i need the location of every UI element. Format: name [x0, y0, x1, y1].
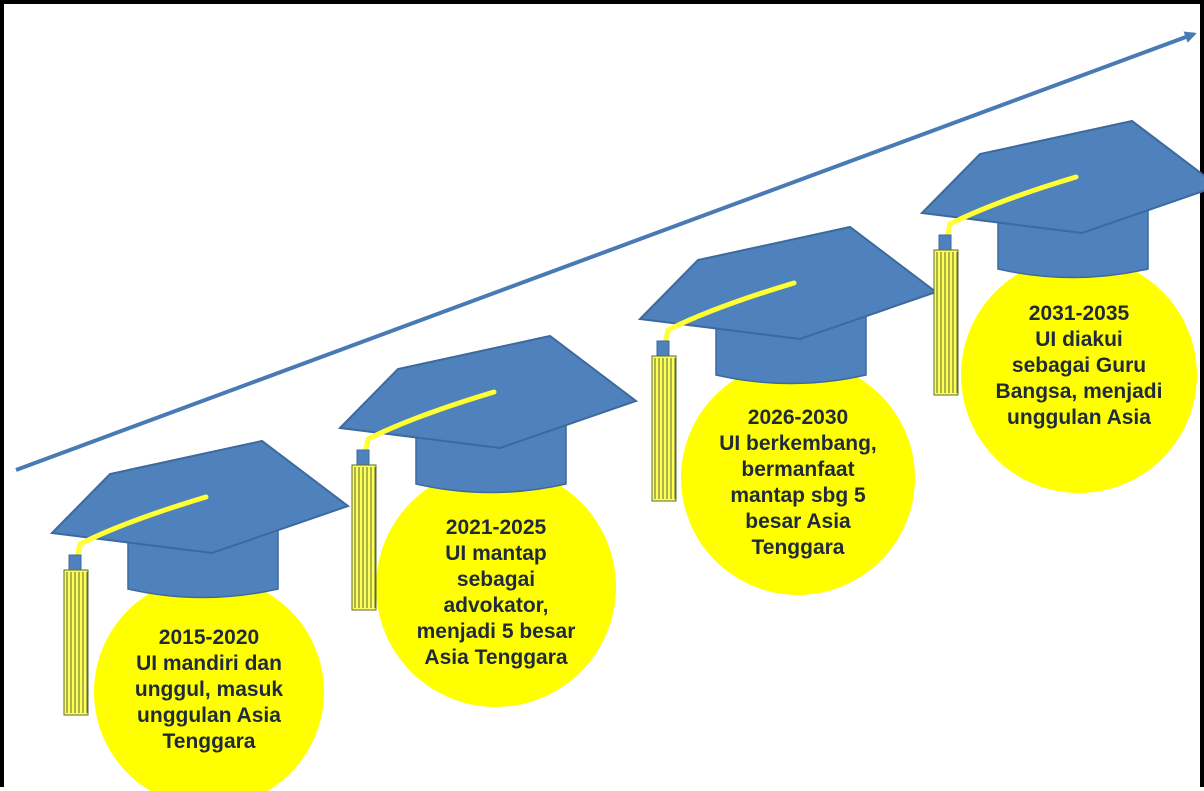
milestone-description-line: besar Asia: [745, 510, 851, 533]
milestone-description-line: UI berkembang,: [719, 432, 877, 455]
milestone-description-line: UI mandiri dan: [136, 652, 282, 675]
milestone-4: 2031-2035 UI diakui sebagai Guru Bangsa, me…: [919, 119, 1204, 493]
milestone-description-line: Tenggara: [163, 730, 256, 753]
milestone-2: 2021-2025 UI mantap sebagai advokator, menja…: [337, 334, 639, 707]
growth-arrow: [15, 31, 1197, 472]
tassel-icon: [933, 249, 959, 396]
milestone-description-line: Tenggara: [752, 536, 845, 559]
graduation-cap-icon: [337, 334, 639, 611]
milestone-period: 2015-2020: [159, 626, 259, 649]
graduation-cap-icon: [49, 439, 351, 716]
milestone-3: 2026-2030 UI berkembang, bermanfaat mantap …: [637, 225, 939, 595]
tassel-icon: [351, 464, 377, 611]
milestone-period: 2021-2025: [446, 516, 547, 539]
milestone-description-line: sebagai: [457, 568, 535, 591]
milestone-description-line: mantap sbg 5: [730, 484, 866, 507]
milestone-1: 2015-2020 UI mandiri dan unggul, masuk ungg…: [49, 439, 351, 791]
milestone-description-line: unggulan Asia: [137, 704, 281, 727]
milestone-circle: [961, 257, 1197, 493]
milestone-period: 2026-2030: [748, 406, 848, 429]
milestone-description-line: advokator,: [443, 594, 548, 617]
milestone-description-line: bermanfaat: [741, 458, 854, 481]
roadmap-diagram: 2015-2020 UI mandiri dan unggul, masuk ungg…: [15, 31, 1204, 791]
milestone-description-line: Bangsa, menjadi: [996, 380, 1163, 403]
milestone-description-line: unggul, masuk: [135, 678, 284, 701]
milestone-description-line: unggulan Asia: [1007, 406, 1151, 429]
milestone-description-line: menjadi 5 besar: [417, 620, 576, 643]
milestone-period: 2031-2035: [1029, 302, 1130, 325]
tassel-icon: [651, 355, 677, 502]
graduation-cap-icon: [919, 119, 1204, 396]
milestone-circle: [94, 577, 324, 791]
milestone-description-line: UI diakui: [1035, 328, 1123, 351]
tassel-icon: [63, 569, 89, 716]
milestone-description-line: Asia Tenggara: [424, 646, 567, 669]
milestone-description-line: UI mantap: [445, 542, 547, 565]
graduation-cap-icon: [637, 225, 939, 502]
milestone-circle: [681, 361, 915, 595]
milestone-circle: [376, 467, 616, 707]
milestone-description-line: sebagai Guru: [1012, 354, 1146, 377]
